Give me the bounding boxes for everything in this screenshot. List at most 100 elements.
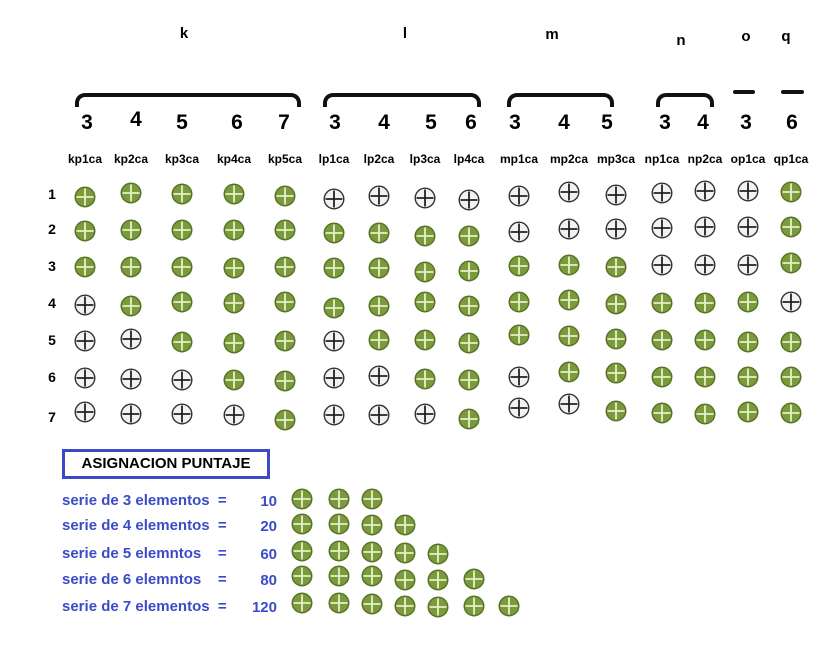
score-rule-points: 80	[260, 572, 277, 589]
green-cross-circle-icon	[427, 543, 449, 565]
green-cross-circle-icon	[291, 565, 313, 587]
green-cross-circle-icon	[323, 257, 345, 279]
green-cross-circle-icon	[414, 291, 436, 313]
white-cross-circle-icon	[605, 218, 627, 240]
green-cross-circle-icon	[605, 400, 627, 422]
series-size-number: 4	[558, 111, 570, 134]
series-size-number: 6	[786, 111, 798, 134]
score-rule-label: serie de 6 elemntos =	[62, 571, 227, 588]
green-cross-circle-icon	[508, 324, 530, 346]
white-cross-circle-icon	[651, 254, 673, 276]
green-cross-circle-icon	[291, 592, 313, 614]
white-cross-circle-icon	[780, 291, 802, 313]
white-cross-circle-icon	[323, 188, 345, 210]
green-cross-circle-icon	[171, 256, 193, 278]
green-cross-circle-icon	[274, 409, 296, 431]
green-cross-circle-icon	[323, 297, 345, 319]
green-cross-circle-icon	[558, 325, 580, 347]
green-cross-circle-icon	[458, 369, 480, 391]
green-cross-circle-icon	[120, 182, 142, 204]
green-cross-circle-icon	[274, 219, 296, 241]
row-number: 1	[48, 186, 56, 202]
white-cross-circle-icon	[74, 330, 96, 352]
green-cross-circle-icon	[361, 514, 383, 536]
green-cross-circle-icon	[120, 219, 142, 241]
green-cross-circle-icon	[361, 488, 383, 510]
green-cross-circle-icon	[737, 366, 759, 388]
green-cross-circle-icon	[361, 593, 383, 615]
white-cross-circle-icon	[558, 218, 580, 240]
green-cross-circle-icon	[394, 569, 416, 591]
green-cross-circle-icon	[171, 331, 193, 353]
white-cross-circle-icon	[171, 403, 193, 425]
white-cross-circle-icon	[605, 184, 627, 206]
row-number: 4	[48, 295, 56, 311]
white-cross-circle-icon	[323, 330, 345, 352]
column-code: lp3ca	[409, 152, 441, 166]
series-size-number: 6	[231, 111, 243, 134]
green-cross-circle-icon	[74, 220, 96, 242]
green-cross-circle-icon	[605, 362, 627, 384]
column-code: lp4ca	[453, 152, 485, 166]
green-cross-circle-icon	[780, 366, 802, 388]
green-cross-circle-icon	[737, 331, 759, 353]
white-cross-circle-icon	[74, 367, 96, 389]
green-cross-circle-icon	[780, 216, 802, 238]
green-cross-circle-icon	[694, 403, 716, 425]
score-rule-points: 20	[260, 518, 277, 535]
column-code: kp5ca	[267, 152, 303, 166]
white-cross-circle-icon	[508, 397, 530, 419]
green-cross-circle-icon	[74, 256, 96, 278]
column-code: mp2ca	[549, 152, 589, 166]
series-size-number: 3	[740, 111, 752, 134]
green-cross-circle-icon	[328, 513, 350, 535]
green-cross-circle-icon	[458, 332, 480, 354]
white-cross-circle-icon	[737, 180, 759, 202]
group-letter: n	[676, 32, 686, 49]
green-cross-circle-icon	[508, 255, 530, 277]
green-cross-circle-icon	[414, 225, 436, 247]
series-size-number: 6	[465, 111, 477, 134]
white-cross-circle-icon	[694, 180, 716, 202]
series-size-number: 4	[697, 111, 709, 134]
green-cross-circle-icon	[780, 402, 802, 424]
column-code: kp4ca	[216, 152, 252, 166]
white-cross-circle-icon	[368, 404, 390, 426]
green-cross-circle-icon	[274, 291, 296, 313]
series-size-number: 5	[601, 111, 613, 134]
green-cross-circle-icon	[458, 408, 480, 430]
score-rule-points: 120	[251, 599, 277, 616]
series-size-number: 3	[81, 111, 93, 134]
green-cross-circle-icon	[651, 329, 673, 351]
white-cross-circle-icon	[651, 217, 673, 239]
column-code: mp3ca	[596, 152, 636, 166]
green-cross-circle-icon	[458, 295, 480, 317]
green-cross-circle-icon	[361, 541, 383, 563]
green-cross-circle-icon	[74, 186, 96, 208]
green-cross-circle-icon	[508, 291, 530, 313]
column-code: np2ca	[687, 152, 723, 166]
green-cross-circle-icon	[223, 183, 245, 205]
green-cross-circle-icon	[223, 292, 245, 314]
column-code: lp2ca	[363, 152, 395, 166]
green-cross-circle-icon	[394, 595, 416, 617]
green-cross-circle-icon	[463, 568, 485, 590]
green-cross-circle-icon	[394, 542, 416, 564]
group-letter: l	[402, 25, 408, 42]
group-dash	[781, 90, 804, 94]
green-cross-circle-icon	[558, 289, 580, 311]
column-code: kp3ca	[164, 152, 200, 166]
green-cross-circle-icon	[694, 329, 716, 351]
green-cross-circle-icon	[328, 592, 350, 614]
score-assignment-box: ASIGNACION PUNTAJE	[62, 449, 270, 479]
green-cross-circle-icon	[694, 292, 716, 314]
green-cross-circle-icon	[651, 366, 673, 388]
group-letter: q	[781, 28, 791, 45]
white-cross-circle-icon	[414, 403, 436, 425]
green-cross-circle-icon	[605, 293, 627, 315]
white-cross-circle-icon	[368, 185, 390, 207]
green-cross-circle-icon	[223, 369, 245, 391]
column-code: qp1ca	[773, 152, 809, 166]
green-cross-circle-icon	[605, 328, 627, 350]
green-cross-circle-icon	[274, 185, 296, 207]
